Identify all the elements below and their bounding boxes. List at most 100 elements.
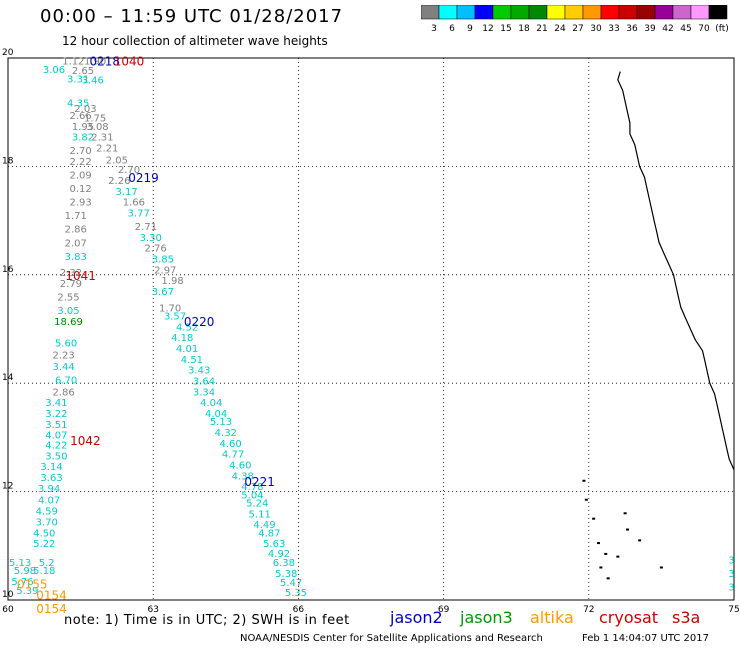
wave-height-value: 2.93 (69, 198, 91, 209)
wave-height-value: 2.79 (60, 279, 82, 290)
wave-height-value: 2.05 (106, 155, 128, 166)
colorbar-label: 30 (590, 24, 602, 34)
track-label: 0219 (128, 171, 159, 185)
wave-height-value: 3 (728, 555, 734, 566)
island (582, 479, 586, 482)
wave-height-value: 5.22 (33, 539, 55, 550)
wave-height-value: 2.21 (96, 143, 118, 154)
map-title: 00:00 – 11:59 UTC 01/28/2017 (40, 6, 344, 27)
wave-height-value: 5.76 (11, 577, 33, 588)
wave-height-value: 4.38 (232, 471, 254, 482)
colorbar-label: 18 (518, 24, 530, 34)
wave-height-value: 2.86 (53, 387, 75, 398)
map-frame (7, 57, 735, 601)
track-label: 1040 (114, 55, 145, 69)
wave-height-value: 4.07 (45, 431, 67, 442)
wave-height-value: 5.47 (280, 578, 302, 589)
track-label: 0154 (36, 602, 67, 616)
footer-note: note: 1) Time is in UTC; 2) SWH is in fe… (64, 613, 350, 628)
wave-height-value: 3 (728, 582, 734, 593)
wave-height-value: 1.75 (84, 114, 106, 125)
wave-height-value: 4.60 (229, 461, 251, 472)
colorbar-swatch (708, 5, 728, 20)
island (599, 566, 603, 569)
wave-height-value: 2.76 (144, 244, 166, 255)
wave-height-value: 1.71 (65, 211, 87, 222)
wave-height-value: 18.69 (54, 317, 83, 328)
track-label: 0220 (184, 315, 215, 329)
wave-height-value: 4.50 (33, 528, 55, 539)
island (659, 566, 663, 569)
colorbar-label: 39 (644, 24, 656, 34)
color-scale-legend: 3 6 9 12 15 18 21 24 27 30 33 36 39 42 45 70 (ft) (421, 5, 729, 34)
y-tick-label: 20 (2, 48, 14, 58)
legend-s3a: s3a (672, 608, 701, 627)
x-tick-label: 69 (438, 605, 450, 615)
wave-height-value: 2.23 (53, 350, 75, 361)
island (596, 542, 600, 545)
track-label: 1041 (65, 269, 96, 283)
x-tick-label: 75 (728, 605, 739, 615)
wave-height-value: 1.12 (62, 57, 84, 68)
wave-height-value: 3 (728, 569, 734, 580)
wave-height-value: 5.18 (33, 566, 55, 577)
colorbar-label: (ft) (715, 24, 729, 34)
wave-height-value: 4.51 (181, 355, 203, 366)
colorbar-label: 9 (467, 24, 473, 34)
wave-height-value: 5.39 (16, 586, 38, 597)
wave-height-value: 3.43 (188, 366, 210, 377)
wave-height-value: 4.52 (176, 322, 198, 333)
track-label: 0221 (244, 475, 275, 489)
y-tick-label: 18 (2, 156, 14, 166)
wave-height-value: 3.51 (45, 420, 67, 431)
generation-timestamp: Feb 1 14:04:07 UTC 2017 (582, 633, 709, 644)
y-tick-label: 16 (2, 265, 14, 275)
wave-height-value: 3.05 (57, 306, 79, 317)
x-tick-label: 66 (293, 605, 305, 615)
wave-height-value: 5.04 (241, 490, 263, 501)
island (616, 555, 620, 558)
colorbar-label: 15 (500, 24, 511, 34)
wave-height-value: 3.64 (193, 376, 215, 387)
wave-height-value: 2.70 (118, 165, 140, 176)
island (584, 498, 588, 501)
wave-height-value: 2.07 (65, 238, 87, 249)
wave-height-value: 3.94 (38, 484, 60, 495)
island (638, 539, 642, 542)
x-tick-label: 63 (147, 605, 158, 615)
y-tick-label: 10 (2, 590, 14, 600)
wave-height-value: 4.18 (171, 333, 193, 344)
coastline (617, 71, 735, 471)
wave-height-value: 2.03 (74, 104, 96, 115)
wave-height-value: 2.70 (69, 146, 91, 157)
track-label: 0154 (36, 589, 67, 603)
wave-height-value: 4.22 (45, 440, 67, 451)
wave-height-value: 2.26 (108, 176, 130, 187)
wave-height-value: 3.44 (53, 362, 75, 373)
wave-height-value: 3.08 (86, 122, 108, 133)
wave-height-value: 3.77 (128, 208, 150, 219)
map-subtitle: 12 hour collection of altimeter wave hei… (62, 34, 328, 48)
wave-height-value: 4.07 (38, 496, 60, 507)
y-tick-label: 12 (2, 482, 13, 492)
wave-height-value: 1.95 (72, 122, 94, 133)
x-tick-label: 72 (583, 605, 594, 615)
island (606, 577, 610, 580)
wave-height-value: 3.06 (43, 65, 65, 76)
legend-cryosat: cryosat (599, 608, 659, 627)
wave-height-value: 2.71 (135, 222, 157, 233)
colorbar-label: 33 (608, 24, 619, 34)
wave-height-value: 3.34 (193, 387, 215, 398)
credit-line: NOAA/NESDIS Center for Satellite Applica… (240, 633, 543, 644)
wave-height-value: 3.83 (65, 252, 87, 263)
wave-height-value: 3.14 (40, 462, 62, 473)
colorbar-label: 3 (431, 24, 437, 34)
wave-height-value: 3.85 (152, 255, 174, 266)
wave-height-value: 3.41 (45, 398, 67, 409)
island (626, 528, 630, 531)
wave-height-value: 5.35 (285, 588, 307, 599)
colorbar-label: 70 (698, 24, 710, 34)
colorbar-label: 24 (554, 24, 566, 34)
wave-height-value: 1.98 (161, 276, 183, 287)
wave-height-value: 2.86 (65, 225, 87, 236)
